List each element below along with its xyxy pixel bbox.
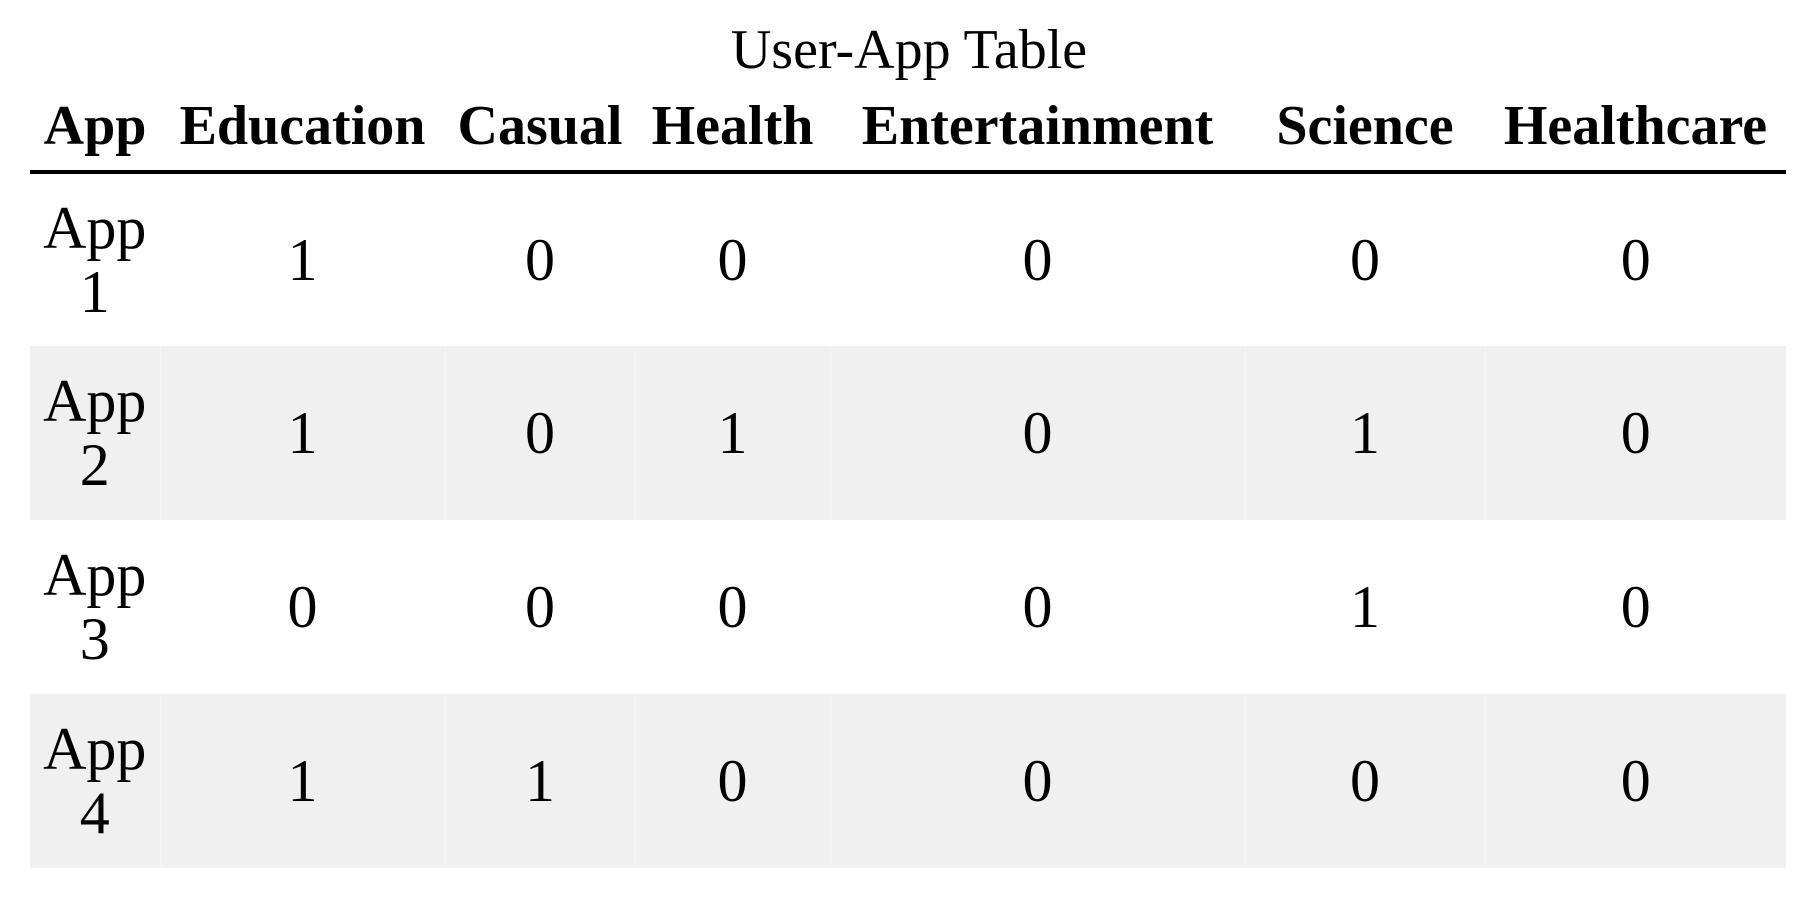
table-row: App 3 0 0 0 0 1 0 xyxy=(30,520,1786,694)
table-cell: 0 xyxy=(1244,172,1485,346)
table-cell: 1 xyxy=(159,346,445,520)
column-header-healthcare: Healthcare xyxy=(1485,86,1786,174)
table-row: App 2 1 0 1 0 1 0 xyxy=(30,346,1786,520)
table-cell: 0 xyxy=(1484,520,1786,694)
table-cell: 1 xyxy=(1244,520,1485,694)
table-cell: 0 xyxy=(634,520,830,694)
row-label: App 1 xyxy=(43,195,147,325)
table-row: App 4 1 1 0 0 0 0 xyxy=(30,694,1786,868)
header-row: App Education Casual Health Entertainmen… xyxy=(30,86,1786,174)
table-cell: 0 xyxy=(829,172,1245,346)
row-label: App 3 xyxy=(43,542,147,672)
table-cell: 1 xyxy=(159,694,445,868)
table-title: User-App Table xyxy=(730,19,1088,81)
column-header-app: App xyxy=(30,86,160,174)
table-cell: 0 xyxy=(829,694,1245,868)
table-cell: 0 xyxy=(159,520,445,694)
table-cell: 0 xyxy=(634,172,830,346)
column-header-entertainment: Entertainment xyxy=(830,86,1245,174)
table-cell: 0 xyxy=(1484,346,1786,520)
column-header-casual: Casual xyxy=(445,86,635,174)
table-cell: 0 xyxy=(1484,694,1786,868)
table-cell: 0 xyxy=(1484,172,1786,346)
table-cell: 1 xyxy=(1244,346,1485,520)
table-row: App 1 1 0 0 0 0 0 xyxy=(30,172,1786,346)
user-app-table: App Education Casual Health Entertainmen… xyxy=(30,86,1786,868)
table-cell: 1 xyxy=(444,694,635,868)
table-cell: 1 xyxy=(159,172,445,346)
table-cell: 0 xyxy=(444,172,635,346)
column-header-science: Science xyxy=(1245,86,1485,174)
table-cell: 0 xyxy=(634,694,830,868)
row-label: App 4 xyxy=(30,694,160,868)
table-cell: 0 xyxy=(444,346,635,520)
table-cell: 0 xyxy=(444,520,635,694)
table-cell: 0 xyxy=(829,346,1245,520)
table-cell: 0 xyxy=(1244,694,1485,868)
row-label: App 2 xyxy=(30,346,160,520)
column-header-health: Health xyxy=(635,86,830,174)
table-cell: 1 xyxy=(634,346,830,520)
column-header-education: Education xyxy=(160,86,445,174)
table-cell: 0 xyxy=(829,520,1245,694)
